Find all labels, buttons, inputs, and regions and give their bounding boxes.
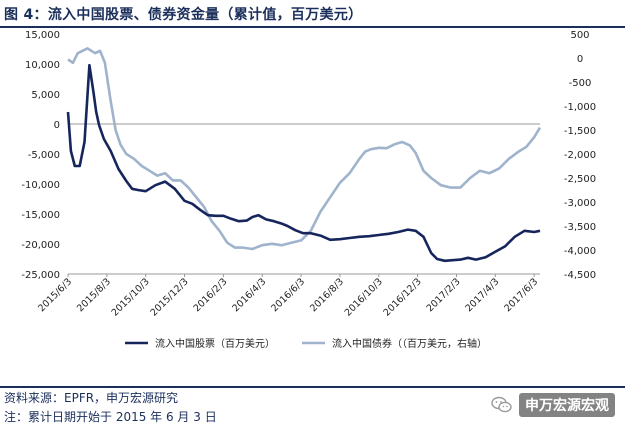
left-axis-tick-label: 0 (54, 120, 60, 131)
left-axis-ticks: 15,000 10,000 5,000 0 -5,000 -10,000 -15,000 -2… (21, 30, 60, 281)
wechat-icon (491, 396, 512, 413)
watermark-text: 申万宏源宏观 (519, 393, 615, 417)
legend-label-bond: 流入中国债券（（百万美元，右轴） (332, 337, 487, 350)
right-axis-tick-label: -4,000 (564, 246, 596, 257)
x-axis-tick-label: 2016/10/3 (343, 276, 385, 318)
left-axis-tick-label: -15,000 (21, 210, 60, 221)
x-axis-tick-label: 2016/2/3 (192, 276, 230, 314)
footer-divider (0, 386, 625, 388)
right-axis-tick-label: -3,000 (564, 198, 596, 209)
x-axis-tick-label: 2015/8/3 (75, 276, 113, 314)
x-axis-tick-label: 2017/2/3 (425, 276, 463, 314)
left-axis-tick-label: -10,000 (21, 180, 60, 191)
right-axis-tick-label: -3,500 (564, 222, 596, 233)
x-axis-tick-label: 2015/12/3 (148, 276, 190, 318)
title-bar: 图 4：流入中国股票、债券资金量（累计值，百万美元） (0, 0, 625, 28)
x-axis-tick-label: 2016/4/3 (230, 276, 268, 314)
right-axis-tick-label: -1,500 (564, 126, 596, 137)
footnote: 注：累计日期开始于 2015 年 6 月 3 日 (4, 410, 217, 424)
right-axis-ticks: 500 0 -500 -1,000 -1,500 -2,000 -2,500 -3,000 -3… (564, 30, 596, 281)
legend: 流入中国股票（百万美元） 流入中国债券（（百万美元，右轴） (125, 337, 487, 350)
right-axis-tick-label: 0 (577, 54, 583, 65)
source-note: 资料来源：EPFR，申万宏源研究 (4, 391, 179, 405)
x-axis-tick-label: 2017/6/3 (502, 276, 540, 314)
right-axis-tick-label: 500 (570, 30, 589, 41)
line-chart: 15,000 10,000 5,000 0 -5,000 -10,000 -15,000 -2… (21, 30, 596, 350)
right-axis-tick-label: -2,000 (564, 150, 596, 161)
x-axis-tick-label: 2017/4/3 (463, 276, 501, 314)
left-axis-tick-label: -5,000 (28, 150, 60, 161)
right-axis-tick-label: -4,500 (564, 270, 596, 281)
right-axis-tick-label: -2,500 (564, 174, 596, 185)
watermark: 申万宏源宏观 (491, 393, 615, 417)
x-axis-tick-label: 2016/8/3 (308, 276, 346, 314)
x-axis-tick-label: 2016/12/3 (382, 276, 424, 318)
left-axis-tick-label: -25,000 (21, 270, 60, 281)
left-axis-tick-label: -20,000 (21, 240, 60, 251)
right-axis-tick-label: -1,000 (564, 102, 596, 113)
left-axis-tick-label: 10,000 (25, 60, 60, 71)
x-axis-tick-label: 2015/10/3 (110, 276, 152, 318)
page-title: 图 4：流入中国股票、债券资金量（累计值，百万美元） (4, 7, 363, 23)
series-line-bond (67, 47, 542, 251)
series-line-equity (66, 63, 541, 263)
left-axis-tick-label: 5,000 (31, 90, 60, 101)
x-axis-tick-label: 2015/6/3 (36, 276, 74, 314)
right-axis-tick-label: -500 (569, 78, 592, 89)
x-axis-tick-label: 2016/6/3 (269, 276, 307, 314)
legend-label-equity: 流入中国股票（百万美元） (155, 337, 275, 350)
left-axis-tick-label: 15,000 (25, 30, 60, 41)
